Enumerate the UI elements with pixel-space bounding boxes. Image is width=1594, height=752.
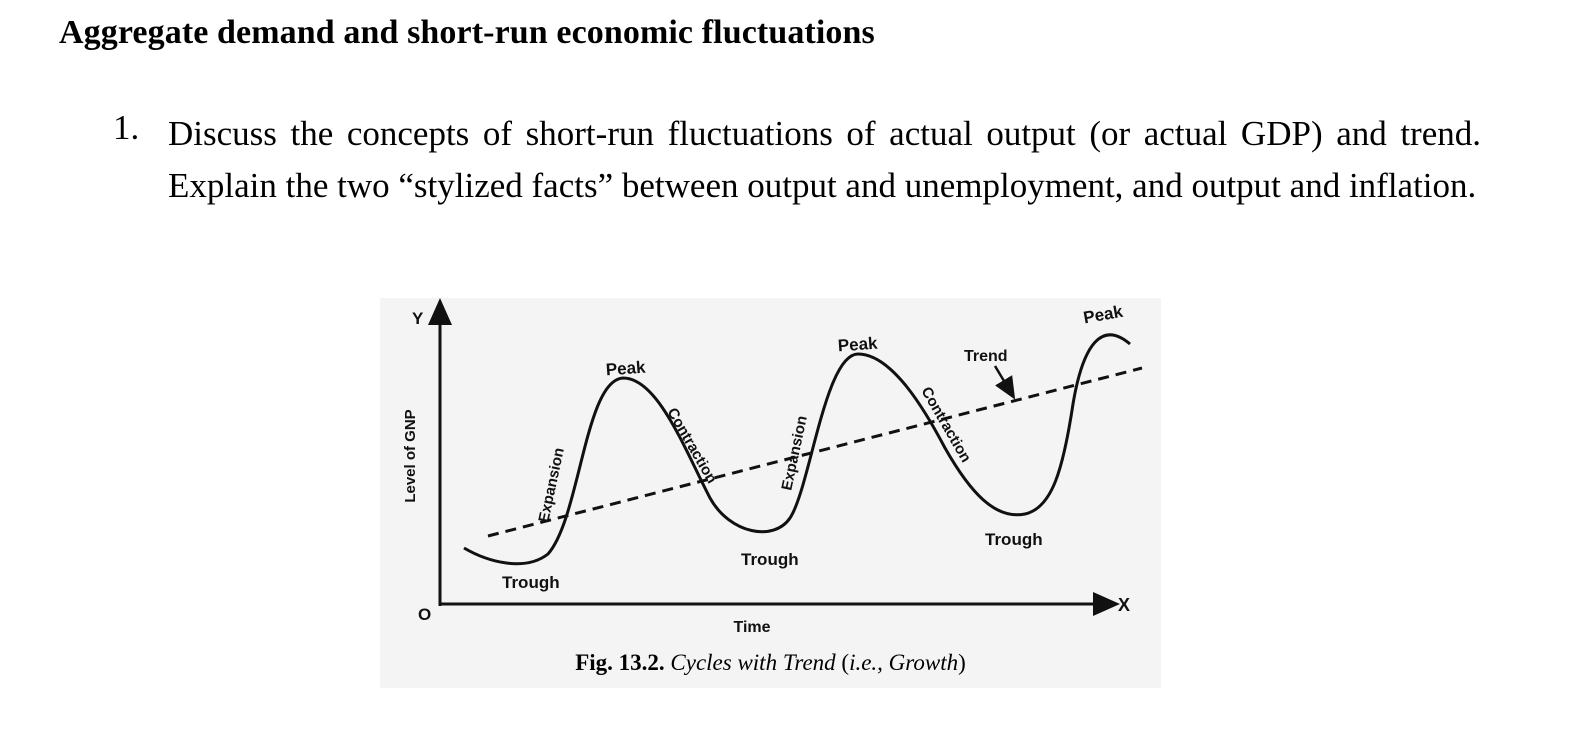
y-axis-symbol: Y <box>412 309 424 328</box>
contraction-label-1: Contraction <box>663 405 720 486</box>
y-axis-label: Level of GNP <box>402 409 419 502</box>
business-cycle-figure: Y X O Level of GNP Time Trend Peak Peak … <box>380 298 1161 688</box>
peak-label-2: Peak <box>837 334 878 356</box>
trough-label-3: Trough <box>985 530 1043 549</box>
trend-label: Trend <box>964 348 1008 365</box>
trend-pointer-line <box>993 365 1016 400</box>
figure-caption: Fig. 13.2. Cycles with Trend (i.e., Grow… <box>380 650 1161 676</box>
expansion-label-1: Expansion <box>535 446 567 524</box>
trough-label-2: Trough <box>741 550 799 569</box>
x-axis-symbol: X <box>1118 595 1130 615</box>
figure-caption-open-paren: ( <box>835 650 850 675</box>
question-text: Discuss the concepts of short-run fluctu… <box>168 114 1481 205</box>
figure-caption-close-paren: ) <box>958 650 966 675</box>
figure-title: Cycles with Trend <box>670 650 836 675</box>
figure-caption-parenthetical: i.e., Growth <box>849 650 959 675</box>
trend-line <box>487 366 1143 538</box>
trough-label-1: Trough <box>502 573 560 592</box>
origin-label: O <box>418 605 431 624</box>
x-axis-label: Time <box>733 619 770 636</box>
peak-label-1: Peak <box>605 358 646 380</box>
cycle-curve <box>463 333 1131 566</box>
section-heading: Aggregate demand and short-run economic … <box>59 14 875 51</box>
figure-number: Fig. 13.2. <box>575 650 665 675</box>
peak-label-3: Peak <box>1082 302 1125 328</box>
business-cycle-diagram: Y X O Level of GNP Time Trend Peak Peak … <box>402 298 1143 636</box>
question-number: 1. <box>113 108 140 147</box>
